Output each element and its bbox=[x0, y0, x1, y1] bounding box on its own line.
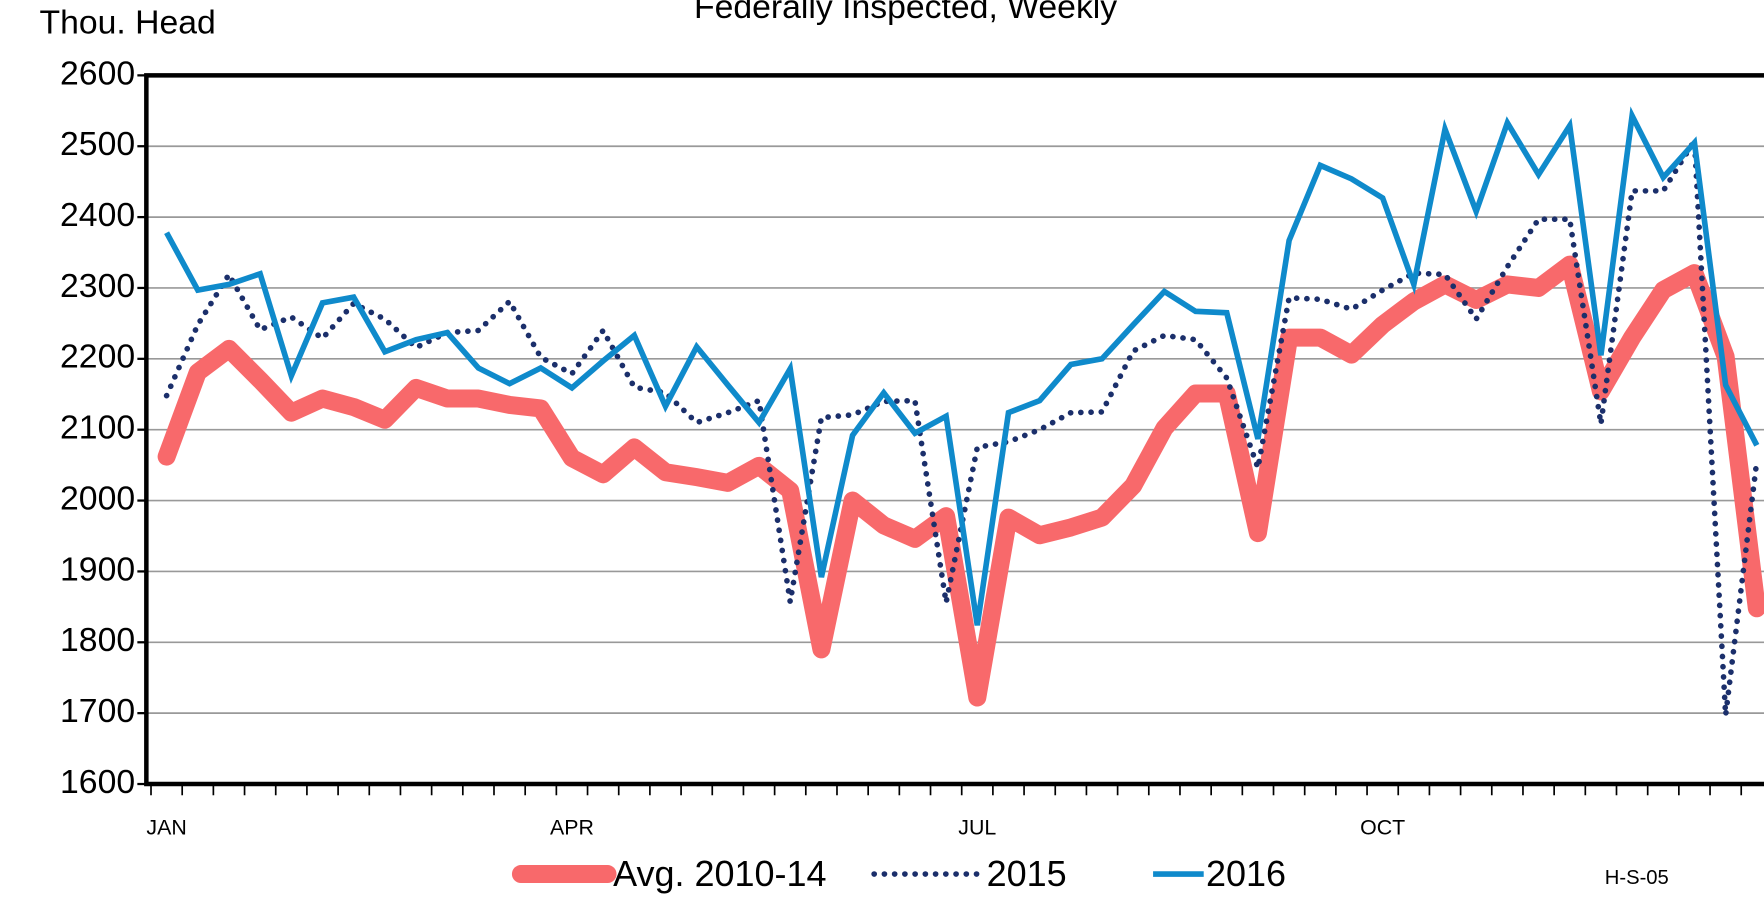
note: H-S-05 bbox=[1605, 867, 1669, 889]
y-tick-label: 2600 bbox=[60, 54, 135, 92]
y-tick-label: 2100 bbox=[60, 409, 135, 447]
y-tick-label: 2200 bbox=[60, 338, 135, 376]
plot-frame bbox=[144, 73, 1764, 787]
y-tick-label: 2400 bbox=[60, 196, 135, 234]
plot-series bbox=[157, 106, 1764, 716]
x-tick-label: APR bbox=[550, 816, 594, 840]
x-tick-label: OCT bbox=[1360, 816, 1405, 840]
y-tick-label: 1800 bbox=[60, 621, 135, 659]
series-line bbox=[164, 106, 1760, 626]
series-line bbox=[163, 131, 1760, 716]
x-tick-label: JUL bbox=[958, 816, 996, 840]
y-axis-label: Thou. Head bbox=[39, 4, 215, 42]
y-tick-label: 2300 bbox=[60, 267, 135, 305]
series-line bbox=[157, 255, 1764, 707]
y-tick-label: 1600 bbox=[60, 763, 135, 801]
chart-title: Federally Inspected, Weekly bbox=[694, 0, 1117, 26]
y-tick-label: 1700 bbox=[60, 692, 135, 730]
legend-label: Avg. 2010-14 bbox=[613, 853, 826, 894]
legend-label: 2015 bbox=[987, 853, 1067, 894]
x-tick-label: JAN bbox=[146, 816, 186, 840]
y-tick-label: 2500 bbox=[60, 125, 135, 163]
y-tick-label: 2000 bbox=[60, 479, 135, 517]
y-tick-label: 1900 bbox=[60, 550, 135, 588]
legend-label: 2016 bbox=[1206, 853, 1286, 894]
